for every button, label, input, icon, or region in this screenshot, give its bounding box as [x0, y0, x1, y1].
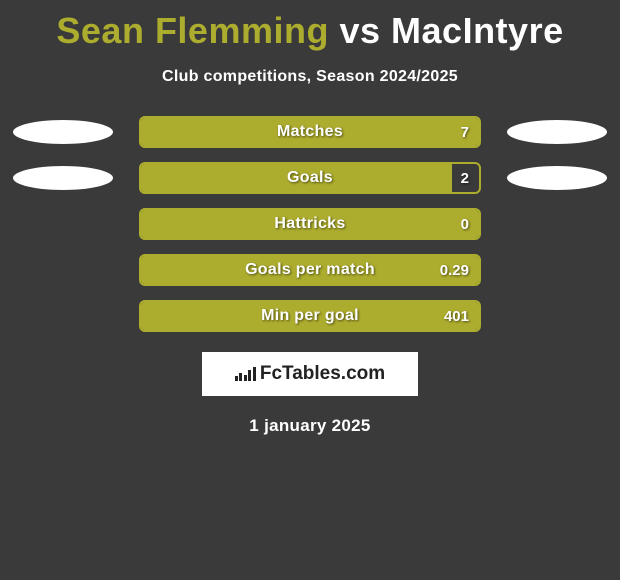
stat-row: Goals per match0.29	[0, 254, 620, 286]
logo-text: FcTables.com	[260, 363, 385, 385]
logo-box: FcTables.com	[202, 352, 418, 396]
stat-bar: Matches7	[139, 116, 481, 148]
right-ellipse	[507, 166, 607, 190]
stat-value: 0	[461, 210, 469, 238]
stat-bar: Hattricks0	[139, 208, 481, 240]
stat-row: Min per goal401	[0, 300, 620, 332]
player2-name: MacIntyre	[391, 10, 564, 51]
date-line: 1 january 2025	[0, 416, 620, 436]
stat-value: 7	[461, 118, 469, 146]
stat-bar: Goals per match0.29	[139, 254, 481, 286]
page-title: Sean Flemming vs MacIntyre	[0, 0, 620, 52]
stat-label: Matches	[141, 118, 479, 146]
stat-label: Min per goal	[141, 302, 479, 330]
vs-text: vs	[339, 10, 380, 51]
stat-label: Hattricks	[141, 210, 479, 238]
stat-bar: Goals2	[139, 162, 481, 194]
stat-value: 401	[444, 302, 469, 330]
subtitle: Club competitions, Season 2024/2025	[0, 68, 620, 86]
chart-icon	[235, 367, 256, 381]
left-ellipse	[13, 166, 113, 190]
stat-row: Hattricks0	[0, 208, 620, 240]
stats-rows: Matches7Goals2Hattricks0Goals per match0…	[0, 116, 620, 332]
stat-label: Goals	[141, 164, 479, 192]
stat-row: Goals2	[0, 162, 620, 194]
stat-bar: Min per goal401	[139, 300, 481, 332]
stat-value: 0.29	[440, 256, 469, 284]
left-ellipse	[13, 120, 113, 144]
logo: FcTables.com	[235, 363, 385, 385]
right-ellipse	[507, 120, 607, 144]
stat-value: 2	[461, 164, 469, 192]
stat-label: Goals per match	[141, 256, 479, 284]
stat-row: Matches7	[0, 116, 620, 148]
player1-name: Sean Flemming	[56, 10, 329, 51]
